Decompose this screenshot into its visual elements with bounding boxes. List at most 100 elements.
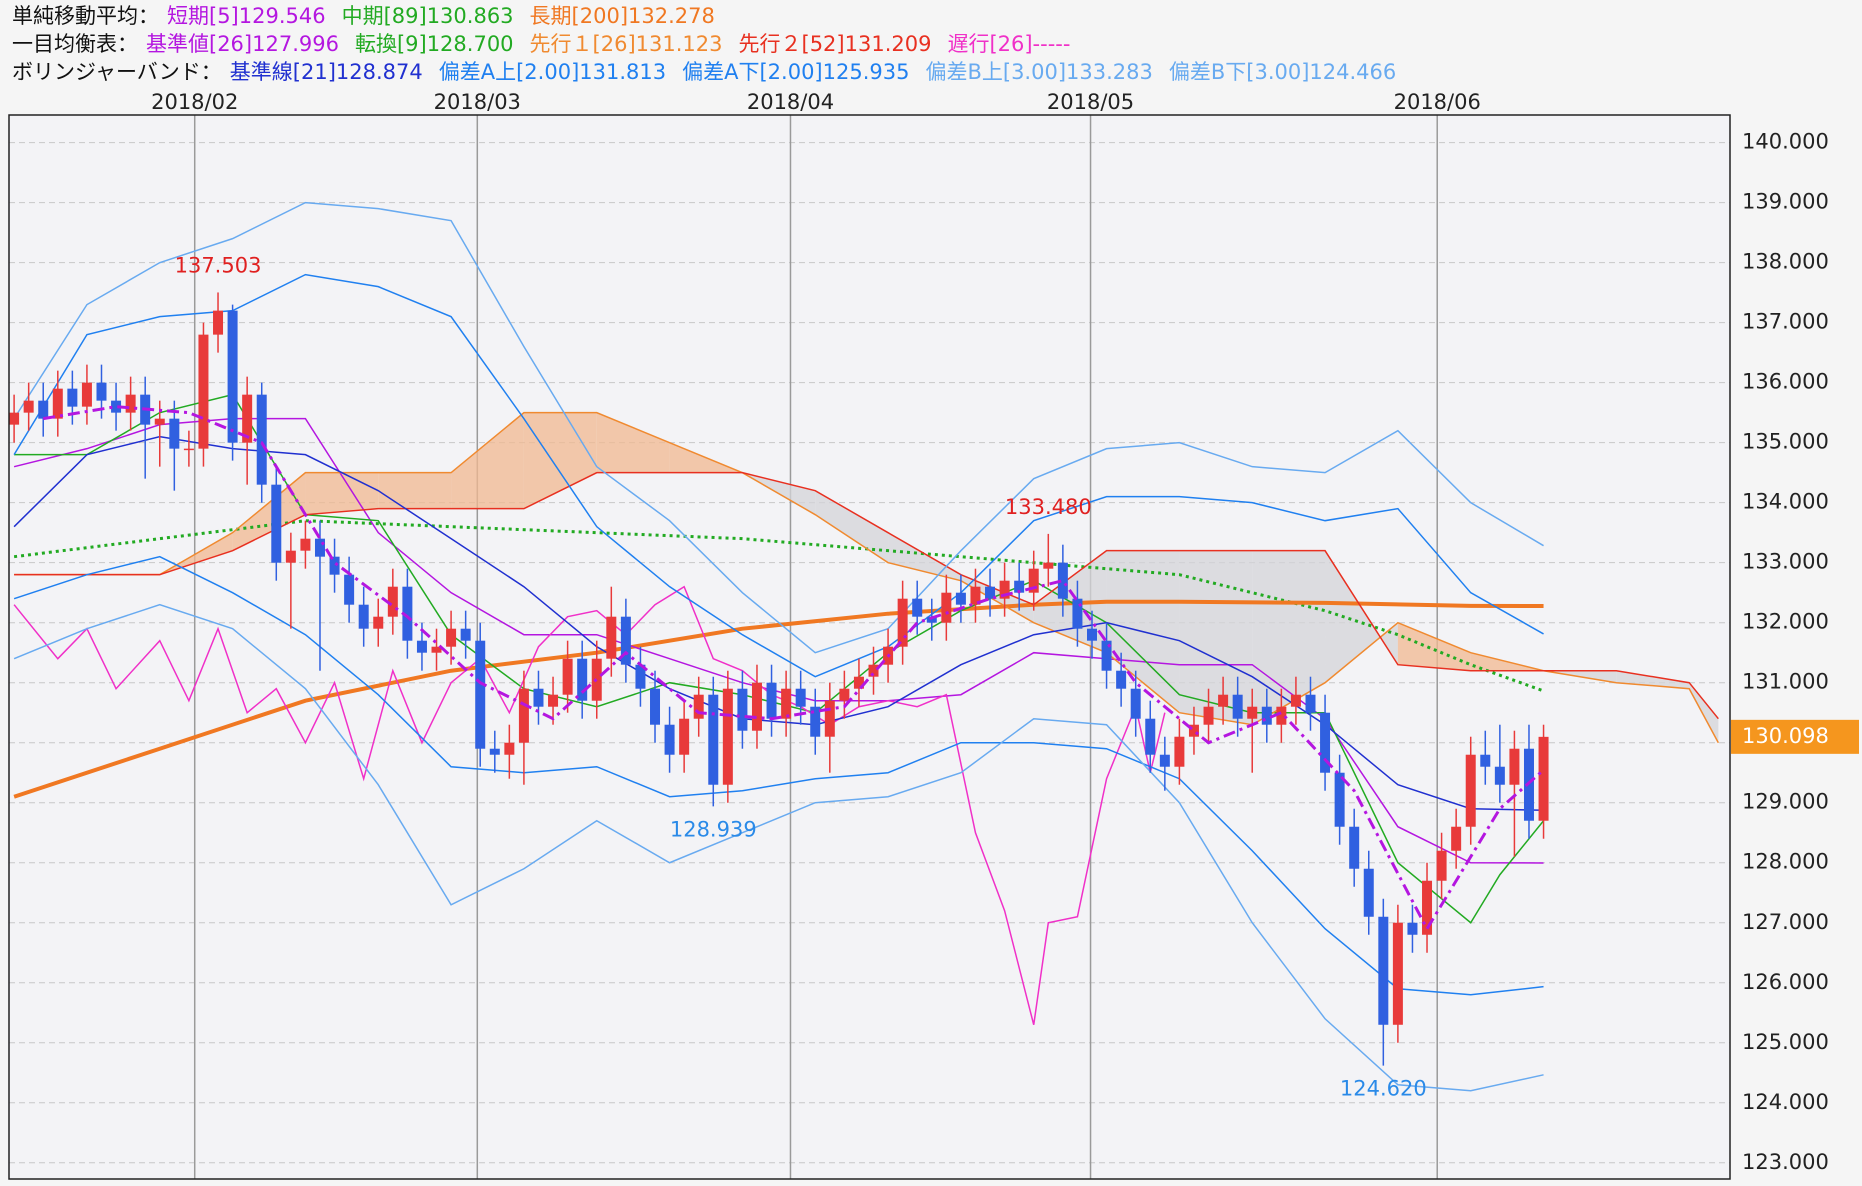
candle-body [985, 586, 996, 599]
legend-item: 遅行[26]----- [947, 32, 1070, 56]
x-tick-label: 2018/04 [747, 90, 834, 114]
legend-item: 中期[89]130.863 [342, 4, 514, 28]
candle-body [1392, 922, 1403, 1025]
candle-body [1538, 736, 1549, 821]
high-label: 137.503 [175, 253, 262, 277]
candle-body [1465, 754, 1476, 827]
legend-item: 短期[5]129.546 [167, 4, 326, 28]
cloud [1397, 622, 1471, 671]
legend-item: 偏差A下[2.00]125.935 [682, 60, 909, 84]
legend-item: 先行１[26]131.123 [530, 32, 723, 56]
x-tick-label: 2018/06 [1394, 90, 1481, 114]
candle-body [52, 388, 63, 419]
candle-body [1334, 772, 1345, 827]
candle-body [416, 640, 427, 653]
candle-body [1014, 580, 1025, 593]
candle-body [781, 688, 792, 719]
candle-body [1101, 640, 1112, 671]
candle-body [1451, 826, 1462, 851]
candle-body [839, 688, 850, 701]
indicator-line [13, 519, 1545, 693]
candle-body [300, 538, 311, 551]
candle-body [1305, 694, 1316, 713]
x-tick-label: 2018/02 [151, 90, 238, 114]
candle-body [1130, 688, 1141, 719]
legend-item: 長期[200]132.278 [530, 4, 715, 28]
candle-body [1494, 766, 1505, 785]
plot-frame [8, 114, 1731, 1180]
candle-body [1188, 724, 1199, 737]
cloud [596, 412, 670, 473]
indicator-line [13, 603, 1544, 1092]
candle-body [999, 580, 1010, 599]
candle-body [111, 400, 122, 413]
y-tick-label: 135.000 [1742, 430, 1829, 454]
candle-body [271, 484, 282, 563]
candle-body [1218, 694, 1229, 707]
candle-body [577, 658, 588, 701]
legend-item: 偏差A上[2.00]131.813 [439, 60, 666, 84]
cloud [1252, 550, 1326, 725]
y-tick-label: 136.000 [1742, 370, 1829, 394]
candle-body [1276, 706, 1287, 725]
candle-body [1436, 850, 1447, 881]
y-tick-label: 124.000 [1742, 1090, 1829, 1114]
cloud [378, 472, 452, 509]
legend-group-label: 単純移動平均： [12, 4, 159, 28]
candle-body [1480, 754, 1491, 767]
candle-body [1422, 880, 1433, 935]
candle-body [256, 394, 267, 485]
candle-body [373, 616, 384, 629]
candle-body [446, 628, 457, 647]
cloud [451, 412, 524, 509]
candle-body [344, 574, 355, 605]
indicator-line [13, 201, 1544, 654]
candle-body [96, 382, 107, 401]
candle-body [548, 694, 559, 707]
candle-body [518, 688, 529, 743]
y-tick-label: 140.000 [1742, 130, 1829, 154]
indicator-line [13, 599, 1544, 799]
indicator-line [13, 417, 1544, 864]
candle-body [285, 550, 296, 563]
candle-body [154, 418, 165, 425]
candle-body [912, 598, 923, 617]
y-tick-label: 134.000 [1742, 490, 1829, 514]
cloud [888, 532, 961, 581]
last-price-badge [1731, 719, 1859, 754]
candle-body [620, 616, 631, 665]
y-tick-label: 139.000 [1742, 190, 1829, 214]
candle-body [664, 724, 675, 755]
candle-body [955, 592, 966, 605]
candle-body [941, 592, 952, 623]
cloud [232, 472, 306, 551]
grid-layer [9, 115, 1730, 1179]
candle-body [533, 688, 544, 707]
y-tick-label: 129.000 [1742, 790, 1829, 814]
candle-body [1203, 706, 1214, 725]
legend-item: 基準値[26]127.996 [146, 32, 339, 56]
legend-item: 基準線[21]128.874 [230, 60, 423, 84]
legend-item: 偏差B上[3.00]133.283 [925, 60, 1152, 84]
candle-body [1261, 706, 1272, 725]
y-tick-label: 126.000 [1742, 970, 1829, 994]
legend-group-label: ボリンジャーバンド： [12, 60, 222, 84]
candle-body [751, 682, 762, 731]
candle-body [1509, 748, 1520, 785]
candle-body [926, 616, 937, 623]
candle-body [766, 682, 777, 719]
y-tick-label: 123.000 [1742, 1150, 1829, 1174]
candle-body [314, 538, 325, 557]
indicator-line [13, 273, 1544, 678]
candle-body [1159, 754, 1170, 767]
candle-body [1378, 916, 1389, 1025]
indicator-line [14, 411, 1720, 744]
y-tick-label: 137.000 [1742, 310, 1829, 334]
low-label: 128.939 [670, 817, 757, 841]
legend-item: 先行２[52]131.209 [739, 32, 932, 56]
candle-body [67, 388, 78, 407]
candle-body [1407, 922, 1418, 935]
y-tick-label: 138.000 [1742, 250, 1829, 274]
high-label: 133.480 [1005, 495, 1092, 519]
